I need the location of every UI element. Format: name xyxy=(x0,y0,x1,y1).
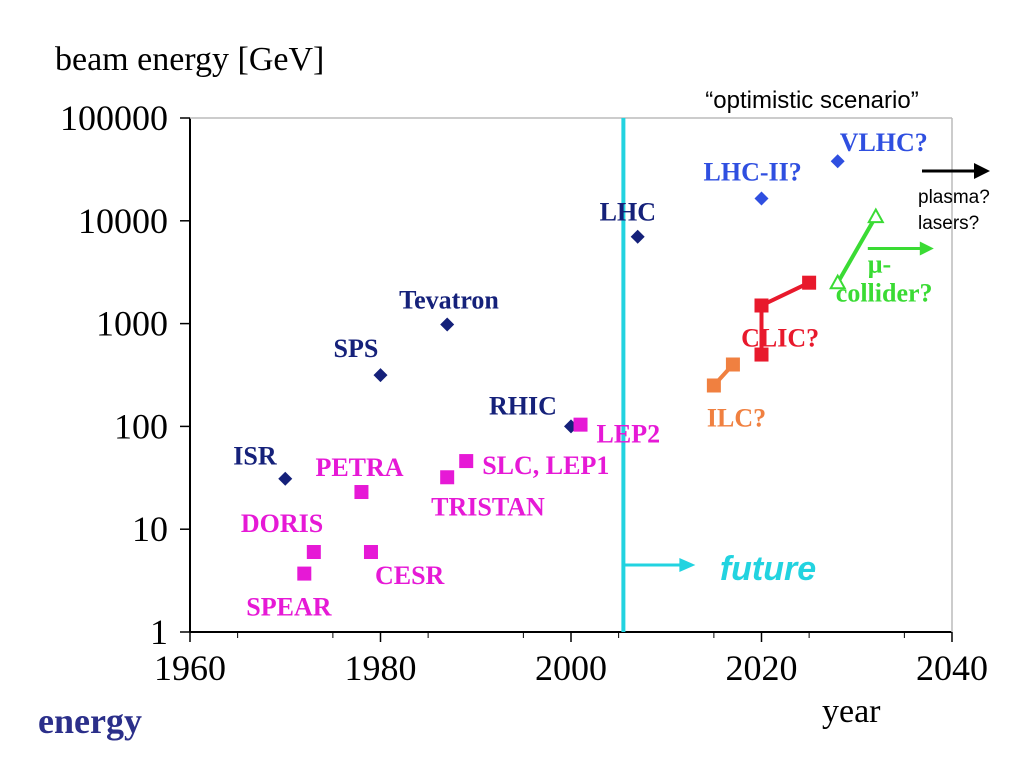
hadron-label: SPS xyxy=(334,334,379,363)
clic-point xyxy=(802,275,817,290)
y-tick-label: 10000 xyxy=(78,201,168,241)
clic-point xyxy=(754,298,769,313)
hadron-point xyxy=(440,317,455,332)
scenario-label: “optimistic scenario” xyxy=(705,87,918,114)
lepton-label: SLC, LEP1 xyxy=(482,451,609,480)
ilc-label: ILC? xyxy=(707,403,766,432)
lepton-point xyxy=(363,545,378,560)
muon-arrowhead xyxy=(919,241,934,256)
muon-point xyxy=(829,273,847,290)
x-tick-label: 2040 xyxy=(916,648,988,688)
lepton-point xyxy=(297,566,312,581)
data-points xyxy=(278,154,885,581)
y-tick-label: 10 xyxy=(132,509,168,549)
x-tick-label: 2000 xyxy=(535,648,607,688)
lepton-point xyxy=(354,485,369,500)
muon-line xyxy=(835,215,878,284)
lepton-point xyxy=(440,470,455,485)
hadron-point xyxy=(630,229,645,244)
lepton-label: TRISTAN xyxy=(431,492,545,521)
future-hadron-label: LHC-II? xyxy=(704,157,802,186)
lasers-label: lasers? xyxy=(918,213,979,234)
x-tick-label: 1960 xyxy=(154,648,226,688)
plasma-arrowhead xyxy=(974,163,990,179)
ilc-point xyxy=(725,357,740,372)
future-layer: future xyxy=(621,118,816,632)
lepton-point xyxy=(459,454,474,469)
y-tick-label: 1000 xyxy=(96,304,168,344)
hadron-label: RHIC xyxy=(489,391,557,420)
clic-point xyxy=(754,347,769,362)
muon-label: μ- xyxy=(868,250,891,279)
axis-ticks: 1 10 100 1000 10000 100000 1960 1980 2000 2020 204… xyxy=(60,98,988,688)
future-hadron-point xyxy=(830,154,845,169)
x-tick-label: 1980 xyxy=(345,648,417,688)
lepton-label: PETRA xyxy=(315,453,403,482)
x-tick-label: 2020 xyxy=(726,648,798,688)
future-arrowhead xyxy=(679,558,696,572)
hadron-label: ISR xyxy=(233,442,277,471)
y-tick-label: 1 xyxy=(150,612,168,652)
hadron-label: LHC xyxy=(600,198,656,227)
muon-point xyxy=(867,207,885,224)
x-axis-label: year xyxy=(822,693,881,730)
energy-label: energy xyxy=(38,701,142,741)
plasma-label: plasma? xyxy=(918,187,990,208)
future-label: future xyxy=(720,550,816,588)
muon-label: collider? xyxy=(836,279,933,308)
y-tick-label: 100000 xyxy=(60,98,168,138)
lepton-label: DORIS xyxy=(241,509,323,538)
ilc-point xyxy=(706,378,721,393)
lepton-label: SPEAR xyxy=(246,593,331,622)
y-tick-label: 100 xyxy=(114,406,168,446)
data-labels: ISR SPS Tevatron RHIC LHC SPEAR DORIS CESR PETRA… xyxy=(233,128,934,622)
hadron-point xyxy=(278,471,293,486)
lepton-point xyxy=(573,417,588,432)
future-hadron-label: VLHC? xyxy=(840,128,928,157)
clic-label: CLIC? xyxy=(741,324,819,353)
y-axis-label: beam energy [GeV] xyxy=(55,41,324,78)
plot-frame xyxy=(189,117,953,633)
plasma-lasers-note: plasma? lasers? xyxy=(918,163,990,234)
hadron-point xyxy=(373,368,388,383)
lepton-label: CESR xyxy=(375,561,445,590)
future-hadron-point xyxy=(754,191,769,206)
lepton-point xyxy=(306,545,321,560)
lepton-label: LEP2 xyxy=(597,420,661,449)
hadron-label: Tevatron xyxy=(399,286,499,315)
